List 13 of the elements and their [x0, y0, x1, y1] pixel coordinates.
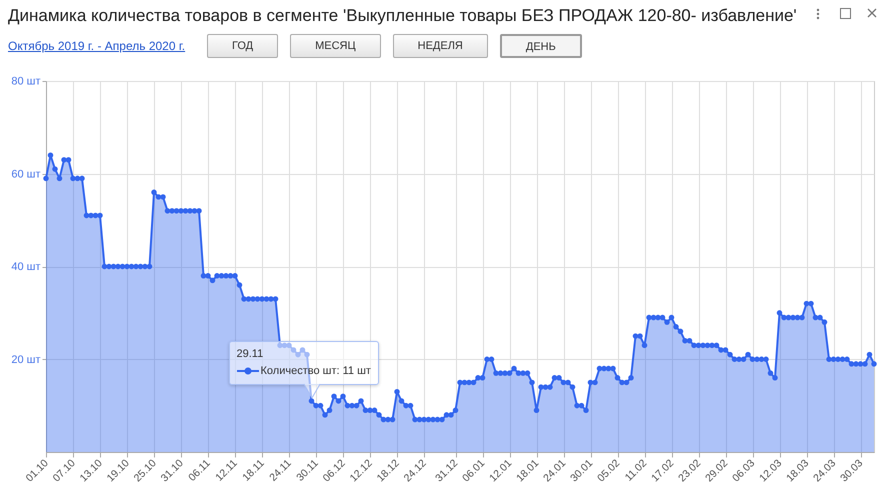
y-tick-label: 80 шт: [11, 76, 40, 88]
y-tick-label: 20 шт: [11, 354, 40, 366]
annotation: 29.11: [236, 346, 264, 362]
text: МЕСЯЦ: [290, 34, 381, 58]
text: ГОД: [207, 34, 278, 58]
chart-title: Динамика количества товаров в сегменте 'Выкупленные товары БЕЗ ПРОДАЖ 120-80- избавление': [8, 6, 797, 26]
text: НЕДЕЛЯ: [392, 34, 488, 58]
y-tick-label: 60 шт: [11, 168, 40, 180]
text: ДЕНЬ: [500, 34, 582, 58]
y-tick-label: 40 шт: [11, 261, 40, 273]
tooltip: 29.11 Количество шт: 11 шт: [228, 340, 379, 385]
annotation: Количество шт: 11 шт: [260, 364, 371, 379]
chart-subtitle: Октябрь 2019 г. - Апрель 2020 г.: [8, 39, 186, 53]
